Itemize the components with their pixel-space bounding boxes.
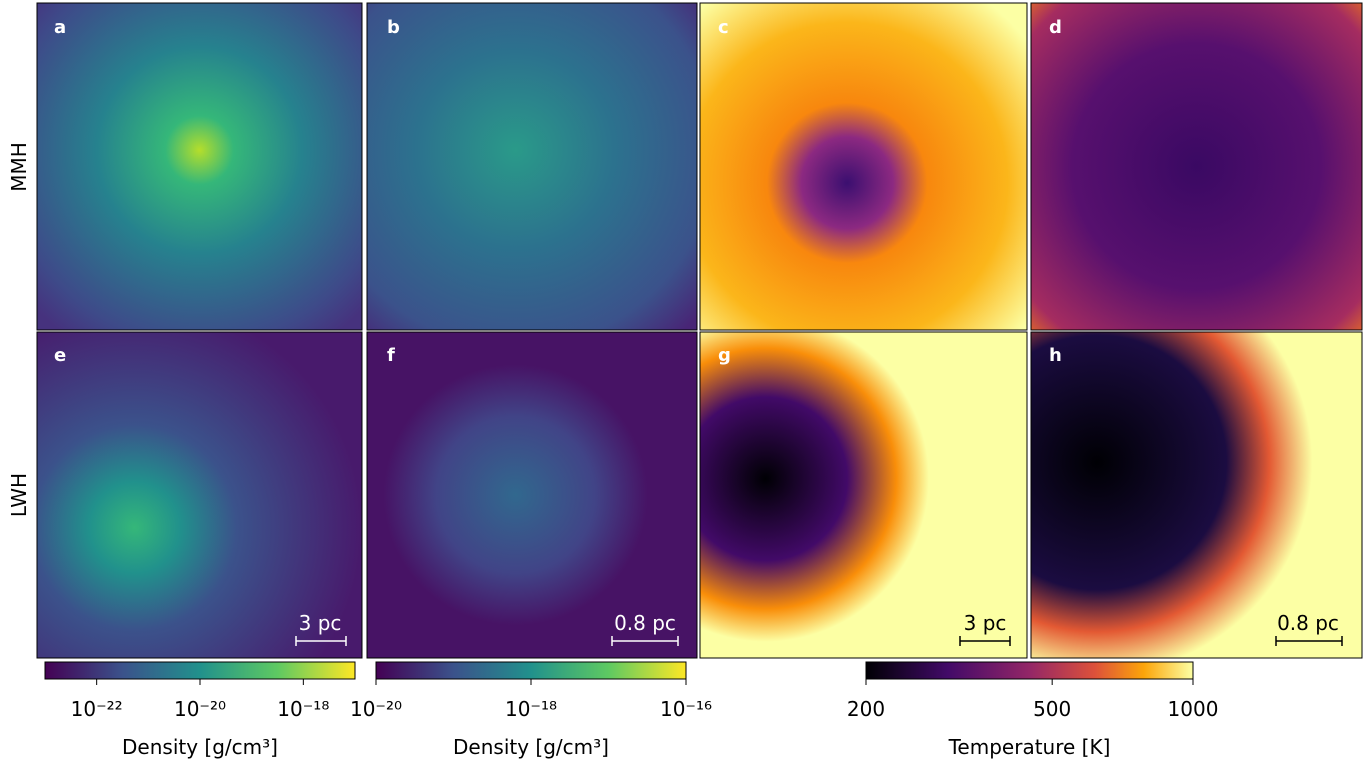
scale-bar-label: 0.8 pc [614,611,676,635]
colorbar-tick-label: 500 [1033,697,1071,721]
panels [36,2,1363,659]
scale-bar-label: 3 pc [299,611,342,635]
colorbar-tick-label: 10⁻²² [71,697,123,721]
colorbar [865,661,1194,680]
row-label: LWH [7,473,31,517]
colorbar-label: Density [g/cm³] [122,735,278,759]
scale-bar [959,636,1011,646]
colorbar-tick-label: 10⁻²⁰ [350,697,402,721]
colorbar [375,661,687,680]
scale-bar [611,636,679,646]
scale-bar-label: 3 pc [964,611,1007,635]
panel-label: a [54,17,66,38]
colorbar-tick-label: 200 [847,697,885,721]
panel-image [699,331,1028,659]
panel-label: g [718,345,731,366]
panel-image [699,2,1028,331]
panel-label: f [387,345,395,366]
colorbar-tick-label: 1000 [1168,697,1219,721]
colorbar [44,661,356,680]
row-label: MMH [7,142,31,192]
colorbar-label: Density [g/cm³] [453,735,609,759]
panel-image [1030,331,1363,659]
panel-label: h [1049,345,1062,366]
colorbar-label: Temperature [K] [948,735,1111,759]
scale-bar-label: 0.8 pc [1277,611,1339,635]
panel-label: c [718,17,729,38]
colorbar-tick-label: 10⁻²⁰ [174,697,226,721]
panel-image [36,331,363,659]
panel-label: e [54,345,66,366]
colorbar-tick-label: 10⁻¹⁸ [277,697,329,721]
scale-bar [1275,636,1343,646]
panel-image [36,2,363,331]
panel-image [366,2,698,331]
scale-bar [295,636,347,646]
colorbar-tick-label: 10⁻¹⁸ [505,697,557,721]
scale-bars: 3 pc 0.8 pc 3 pc 0.8 pc [295,611,1343,646]
panel-label: b [387,17,400,38]
panel-image [366,331,698,659]
panel-image [1030,2,1363,331]
colorbar-tick-label: 10⁻¹⁶ [660,697,712,721]
panel-label: d [1049,17,1062,38]
